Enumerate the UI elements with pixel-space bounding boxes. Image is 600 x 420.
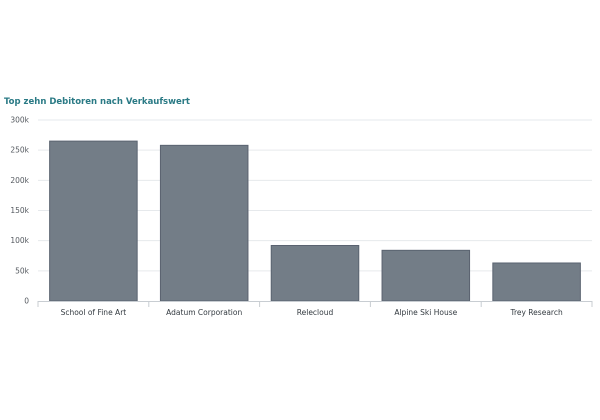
y-tick-label: 150k — [10, 206, 29, 215]
chart-title: Top zehn Debitoren nach Verkaufswert — [4, 97, 190, 107]
y-tick-label: 200k — [10, 176, 29, 185]
bar[interactable] — [49, 140, 138, 302]
bar[interactable] — [159, 144, 249, 302]
y-tick-label: 50k — [15, 266, 30, 275]
x-category-label: Adatum Corporation — [166, 308, 242, 317]
bar[interactable] — [270, 244, 360, 302]
bar[interactable] — [492, 262, 581, 302]
y-tick-label: 300k — [10, 116, 29, 125]
y-tick-label: 250k — [10, 146, 29, 155]
bar[interactable] — [381, 249, 471, 302]
bars — [49, 140, 581, 302]
y-tick-label: 0 — [24, 297, 29, 306]
x-category-label: Relecloud — [297, 308, 334, 317]
x-category-label: School of Fine Art — [61, 308, 127, 317]
x-category-label: Trey Research — [509, 308, 562, 317]
x-axis — [37, 301, 593, 307]
y-axis-tick-labels: 0 50k 100k 150k 200k 250k 300k — [10, 116, 29, 306]
x-category-label: Alpine Ski House — [394, 308, 457, 317]
y-tick-label: 100k — [10, 236, 29, 245]
x-axis-category-labels: School of Fine Art Adatum Corporation Rele… — [61, 308, 563, 317]
